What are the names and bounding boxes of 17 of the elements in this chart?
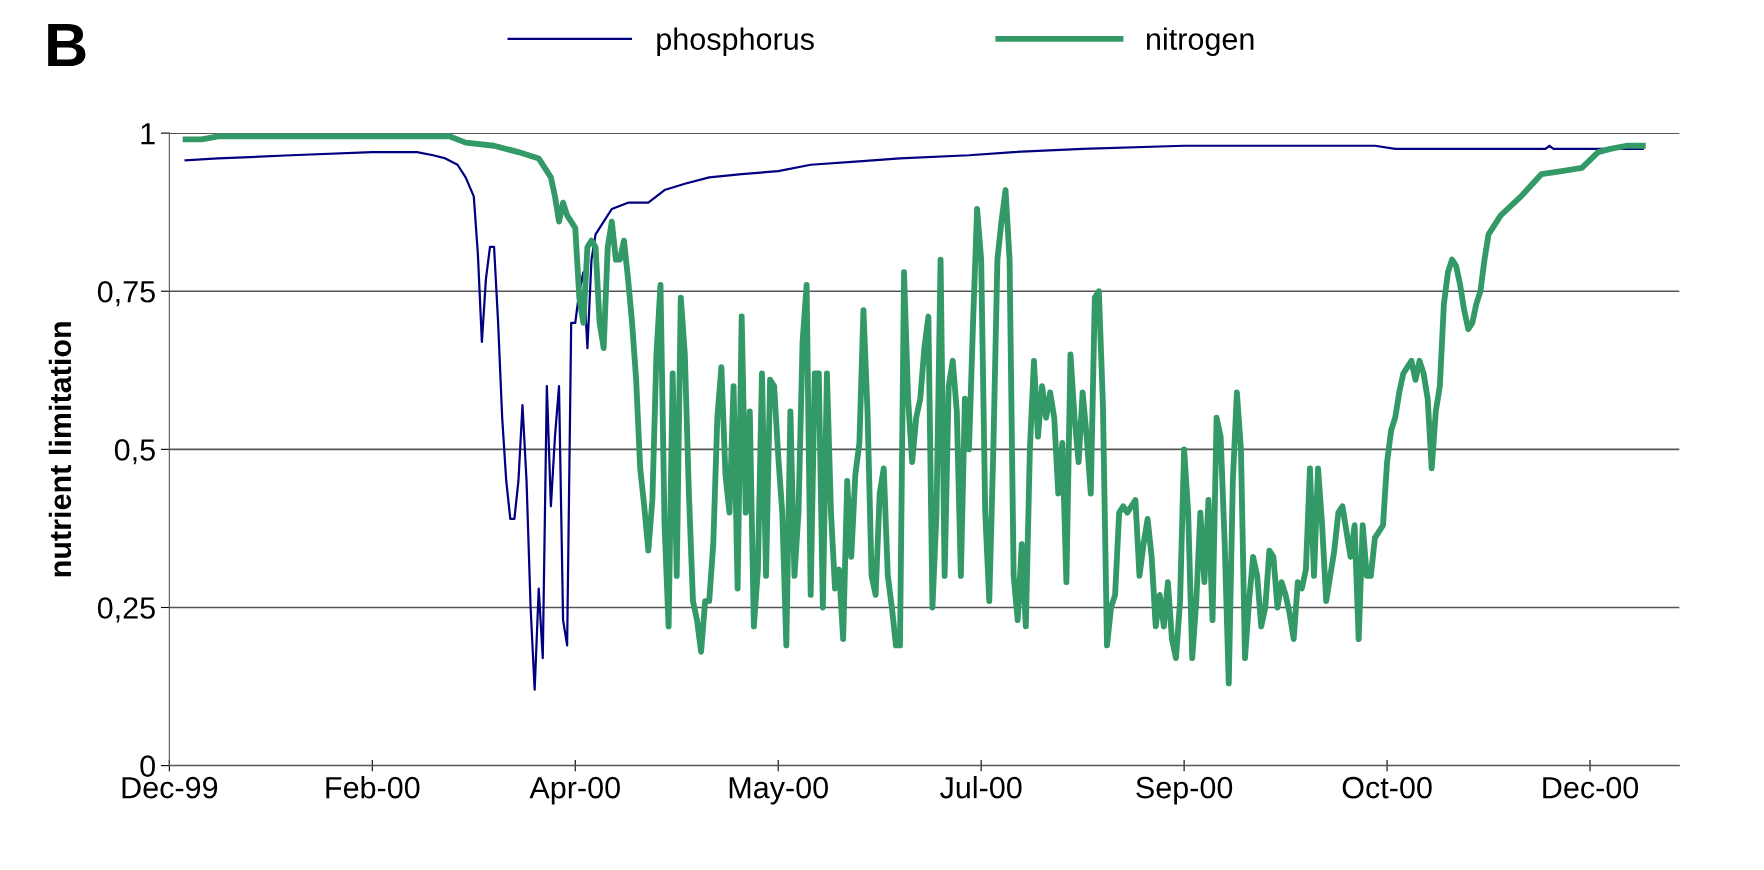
x-tick-label: May-00 [729, 776, 828, 805]
text: B [48, 23, 86, 67]
x-tick-label: Dec-00 [1543, 776, 1639, 799]
y-axis-title: nutrient limitation [48, 322, 72, 577]
y-tick-label: 0,75 [97, 280, 155, 307]
x-tick-label: Sep-00 [1136, 776, 1233, 805]
x-tick-label: Apr-00 [529, 776, 620, 805]
x-tick-label: Oct-00 [1342, 776, 1432, 799]
legend-label: phosphorus [657, 27, 814, 56]
y-tick-label: 0,25 [97, 597, 155, 623]
legend-label: nitrogen [1146, 27, 1254, 56]
y-tick-label: 0,5 [114, 439, 155, 465]
x-tick-label: Feb-00 [326, 776, 420, 799]
y-tick-label: 1 [141, 123, 155, 145]
x-tick-label: Jul-00 [940, 776, 1022, 799]
y-tick-label: 0 [140, 755, 155, 777]
x-tick-label: Dec-99 [122, 776, 218, 799]
